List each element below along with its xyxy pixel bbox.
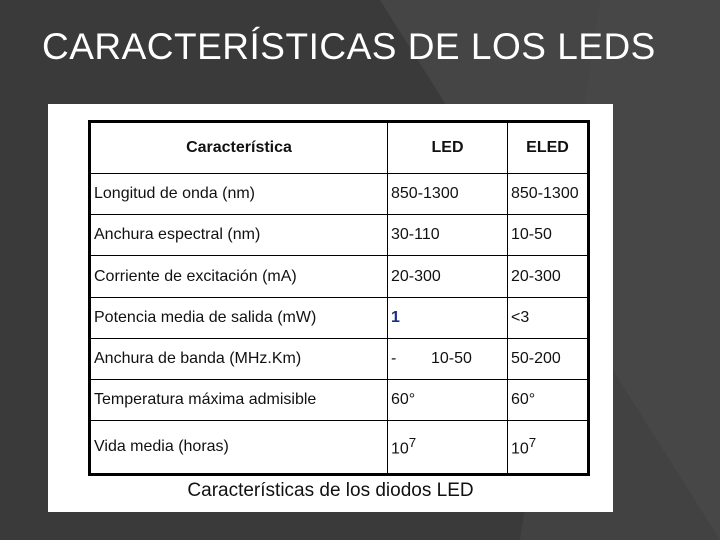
row-param: Anchura de banda (MHz.Km) — [90, 337, 388, 381]
row-param: Anchura espectral (nm) — [90, 214, 388, 257]
characteristics-table-frame: Característica LED ELED Longitud de onda… — [88, 120, 590, 476]
row-param: Temperatura máxima admisible — [90, 379, 388, 422]
row-led-value: 60° — [387, 379, 508, 422]
header-led: LED — [387, 122, 508, 174]
row-led-value: 30-110 — [387, 214, 508, 257]
header-eled: ELED — [507, 122, 588, 174]
table-row: Longitud de onda (nm) 850-1300 850-1300 — [90, 172, 588, 216]
row-eled-value: 10-50 — [507, 214, 588, 257]
row-param: Potencia media de salida (mW) — [90, 296, 388, 339]
row-param: Longitud de onda (nm) — [90, 172, 388, 216]
row-eled-value: 20-300 — [507, 255, 588, 298]
row-eled-value: 10 — [511, 440, 529, 458]
row-led-value: 850-1300 — [387, 172, 508, 216]
slide-title: CARACTERÍSTICAS DE LOS LEDS — [42, 26, 656, 67]
header-characteristic: Característica — [90, 122, 388, 174]
row-eled-value: 60° — [507, 379, 588, 422]
table-image-panel: Característica LED ELED Longitud de onda… — [48, 104, 613, 512]
table-row: Anchura espectral (nm) 30-110 10-50 — [90, 214, 588, 257]
row-eled-value: 850-1300 — [507, 172, 588, 216]
table-row: Temperatura máxima admisible 60° 60° — [90, 379, 588, 422]
row-led-prefix: - — [391, 349, 397, 367]
table-header-row: Característica LED ELED — [90, 122, 588, 174]
row-eled-cell: 107 — [507, 420, 588, 474]
row-led-value: 10 — [391, 440, 409, 458]
row-led-cell: - 10-50 — [387, 337, 508, 381]
row-eled-value: <3 — [507, 296, 588, 339]
table-row: Corriente de excitación (mA) 20-300 20-3… — [90, 255, 588, 298]
row-led-value: 1 — [387, 296, 508, 339]
table-row: Anchura de banda (MHz.Km) - 10-50 50-200 — [90, 337, 588, 381]
row-param: Vida media (horas) — [90, 420, 388, 474]
row-led-cell: 107 — [387, 420, 508, 474]
row-led-exponent: 7 — [408, 435, 417, 451]
characteristics-table: Característica LED ELED Longitud de onda… — [90, 122, 588, 474]
table-row: Potencia media de salida (mW) 1 <3 — [90, 296, 588, 339]
row-param: Corriente de excitación (mA) — [90, 255, 388, 298]
row-led-value: 20-300 — [387, 255, 508, 298]
row-eled-exponent: 7 — [528, 435, 537, 451]
row-eled-value: 50-200 — [507, 337, 588, 381]
table-row: Vida media (horas) 107 107 — [90, 420, 588, 474]
table-caption: Características de los diodos LED — [187, 480, 474, 501]
row-led-value: 10-50 — [431, 349, 472, 367]
